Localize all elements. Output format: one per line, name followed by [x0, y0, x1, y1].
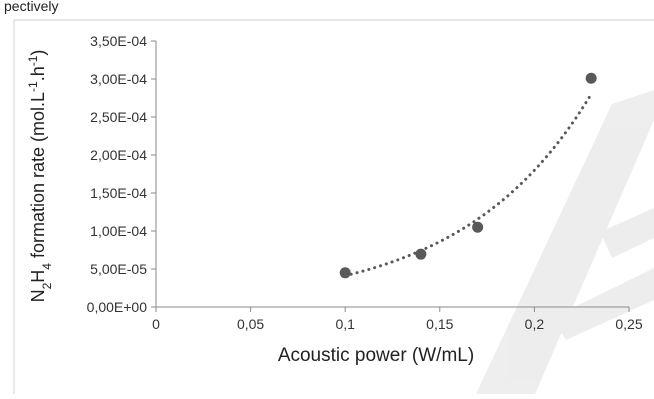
y-axis-label: N2H4 formation rate (mol.L-1.h-1) [26, 50, 54, 303]
data-point [415, 248, 427, 260]
y-tick-label: 1,00E-04 [90, 223, 147, 239]
y-axis-label-part: 2 [40, 282, 54, 289]
y-axis-label-part: -1 [26, 81, 40, 92]
watermark-stroke-3 [600, 208, 654, 258]
y-axis-label-part: .h [28, 66, 48, 81]
data-points-group [339, 72, 597, 279]
y-tick-label: 5,00E-05 [90, 261, 147, 277]
x-tick-label: 0,15 [426, 316, 453, 332]
watermark-stroke-1 [476, 90, 654, 394]
y-axis-label-part: ) [28, 50, 48, 56]
x-tick-label: 0,2 [525, 316, 545, 332]
y-tick-label: 2,00E-04 [90, 147, 147, 163]
axes-group: 0,00E+00 5,00E-05 1,00E-04 1,50E-04 2,00E-04… [87, 33, 643, 332]
preceding-text-fragment: pectively [4, 0, 59, 14]
y-tick-label: 0,00E+00 [87, 299, 148, 315]
y-tick-label: 1,50E-04 [90, 185, 147, 201]
data-point [472, 221, 484, 233]
data-point [585, 72, 597, 84]
y-axis-label-part: N [28, 289, 48, 302]
y-axis-label-part: H [28, 270, 48, 283]
y-tick-label: 3,00E-04 [90, 71, 147, 87]
y-axis-label-part: -1 [26, 55, 40, 66]
watermark-logo [476, 90, 654, 394]
x-tick-label: 0,1 [335, 316, 355, 332]
y-axis-label-part: formation rate (mol.L [28, 92, 48, 263]
y-tick-label: 2,50E-04 [90, 109, 147, 125]
x-tick-label: 0,05 [237, 316, 264, 332]
watermark-stroke-2 [552, 268, 654, 340]
trendline-path [343, 92, 593, 278]
x-axis-label: Acoustic power (W/mL) [278, 345, 474, 366]
trendline-group [343, 92, 593, 278]
data-point [339, 267, 351, 279]
y-axis-label-part: 4 [40, 263, 54, 270]
x-tick-label: 0 [152, 316, 160, 332]
x-tick-label: 0,25 [615, 316, 642, 332]
y-tick-label: 3,50E-04 [90, 33, 147, 49]
